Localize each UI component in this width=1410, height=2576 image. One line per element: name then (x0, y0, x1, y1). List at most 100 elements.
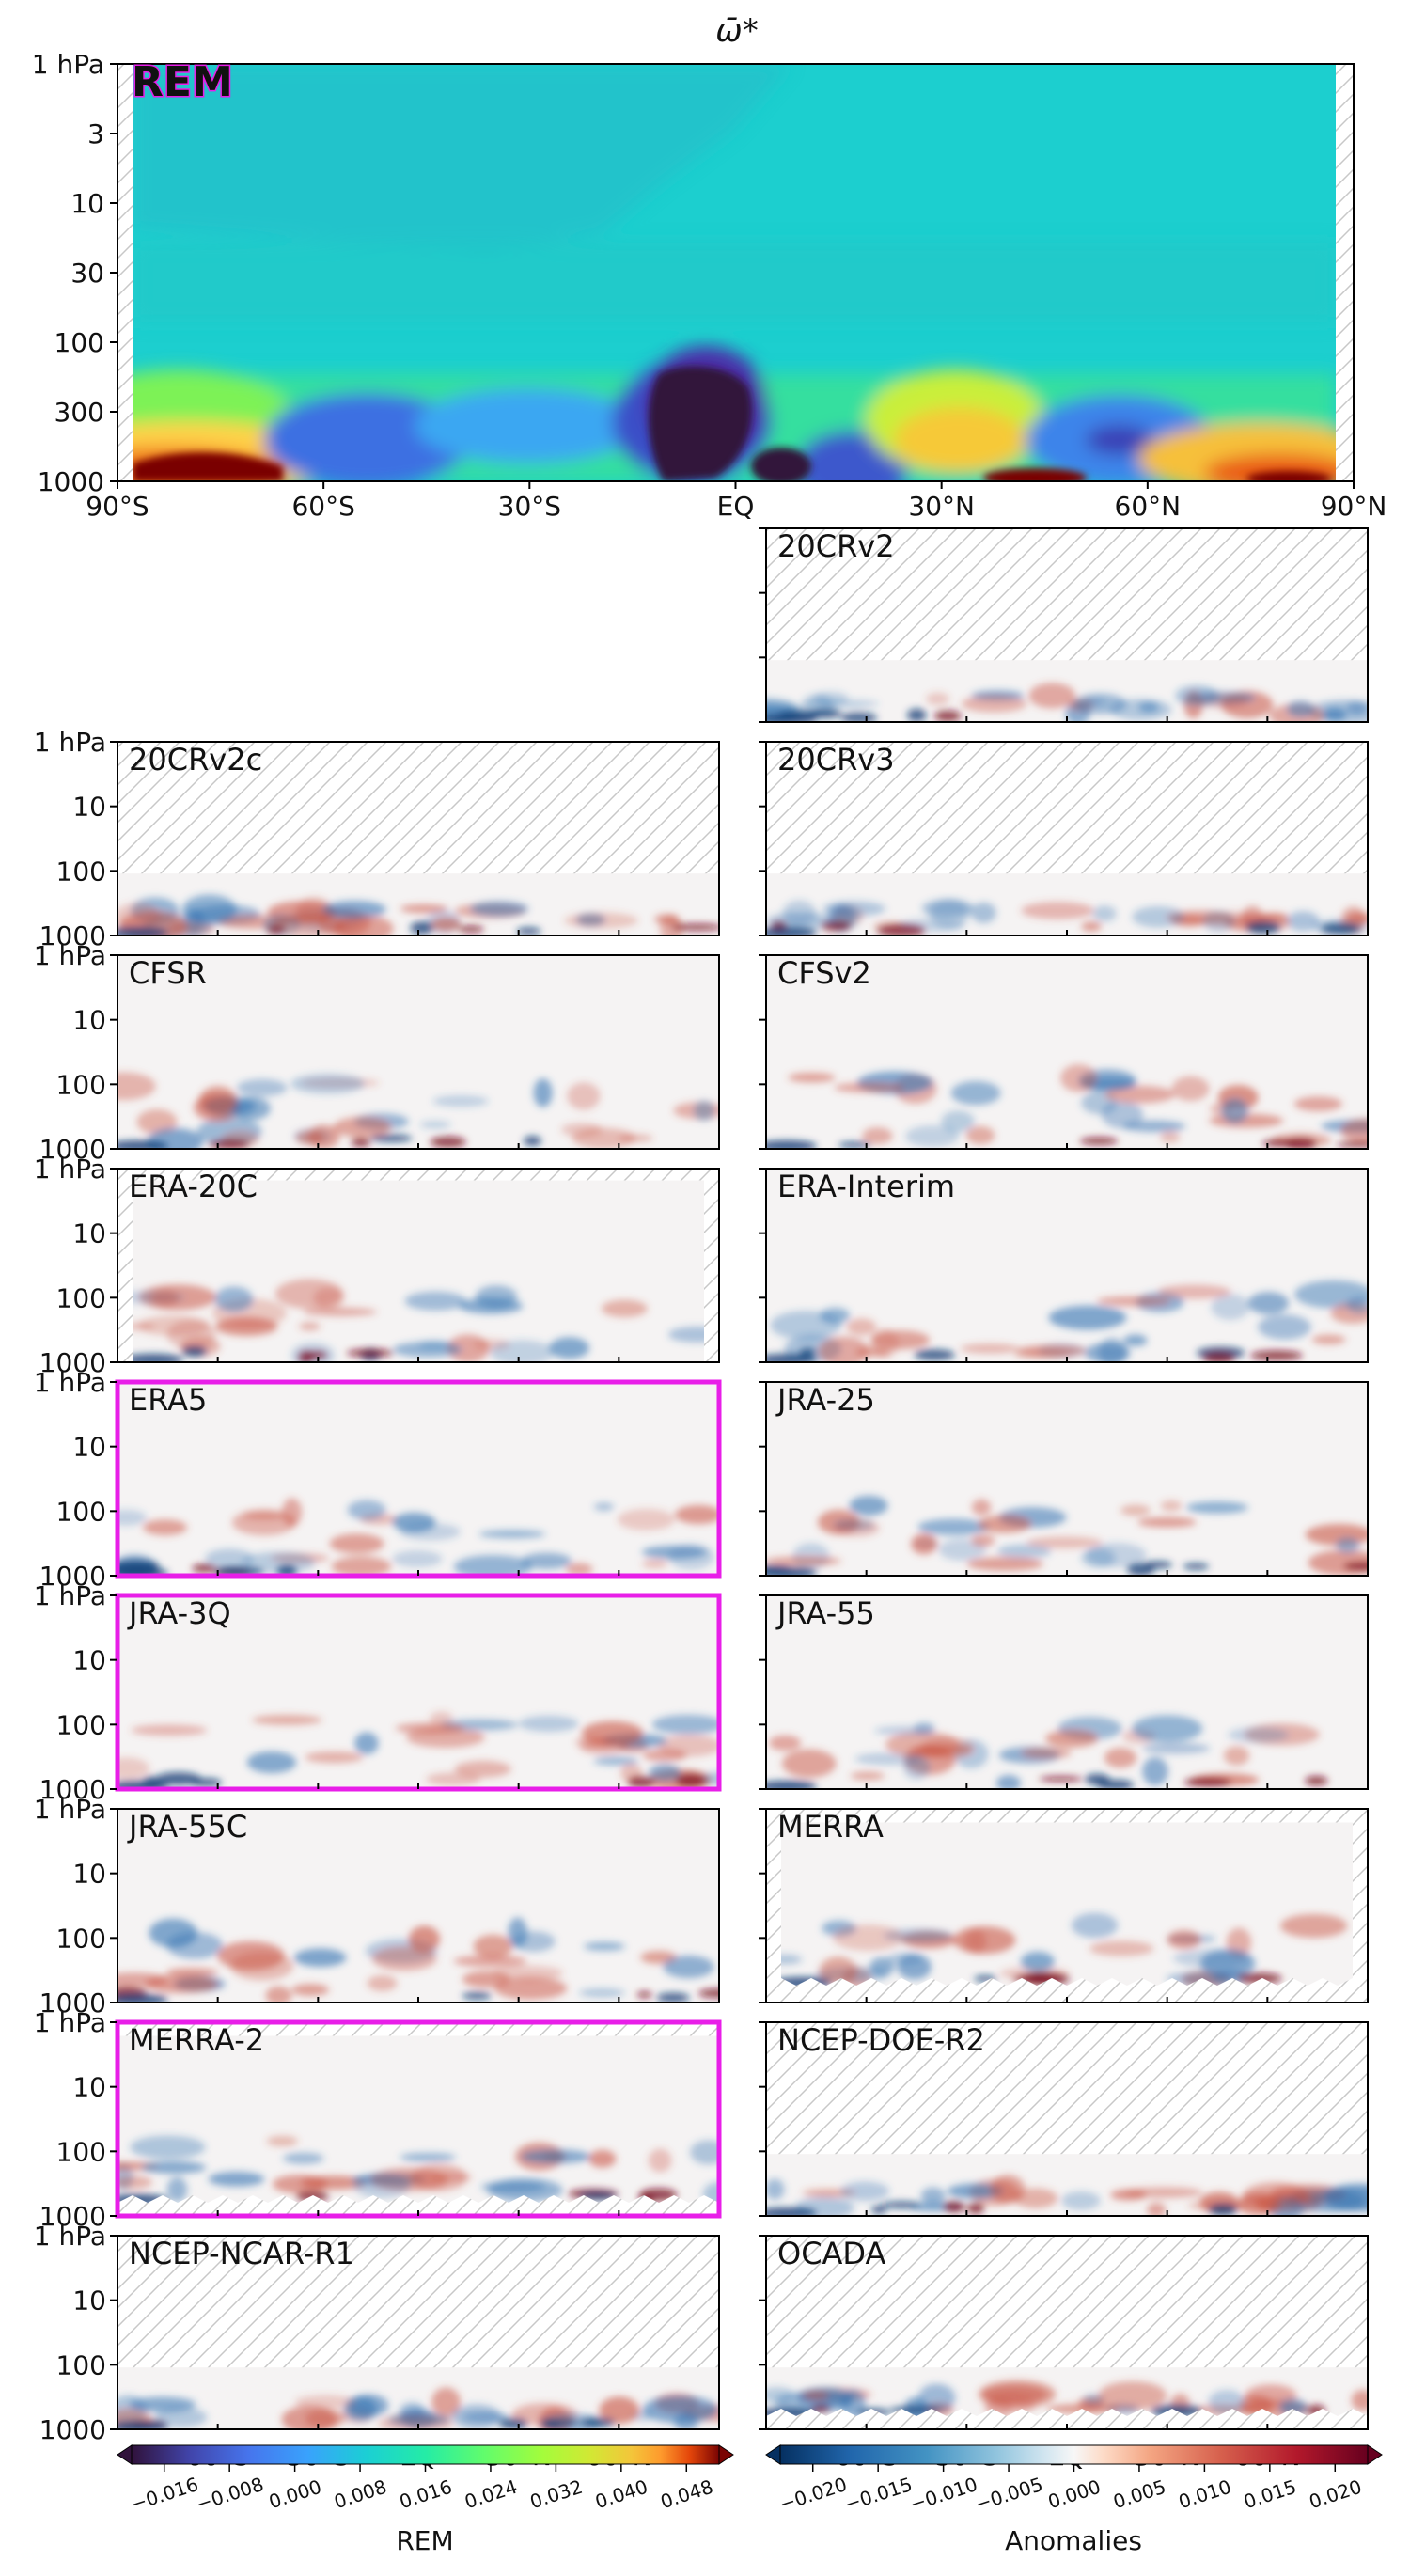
panel-y-tick-label: 1000 (39, 1347, 106, 1378)
main-y-tick-label: 300 (55, 397, 104, 428)
main-x-tick-label: 60°N (1115, 491, 1182, 522)
colorbar-tick-label: 0.008 (331, 2475, 389, 2514)
panel-y-tick-label: 1 hPa (34, 2007, 106, 2038)
panel-cfsv2: CFSv2 (759, 954, 1369, 1150)
panel-y-tick-label: 1000 (39, 1774, 106, 1805)
main-x-tick-label: 90°N (1321, 491, 1387, 522)
panel-y-tick-label: 1 hPa (34, 1580, 106, 1611)
panel-y-tick-label: 10 (72, 792, 106, 823)
panel-label: CFSR (129, 955, 207, 991)
panel-label: NCEP-DOE-R2 (777, 2022, 985, 2058)
panel-y-tick-label: 1 hPa (34, 940, 106, 971)
panel-y-tick-label: 10 (72, 1218, 106, 1249)
panel-y-tick-label: 100 (56, 1069, 106, 1100)
colorbar-tick-label: 0.000 (1045, 2475, 1104, 2514)
colorbar-tick-label: −0.005 (972, 2473, 1045, 2516)
colorbar-tick-label: 0.010 (1176, 2475, 1234, 2514)
panel-y-tick-label: 1 hPa (34, 1367, 106, 1398)
panel-y-tick-label: 1 hPa (34, 1794, 106, 1825)
panel-y-tick-label: 1000 (39, 1987, 106, 2018)
panel-jra-55: JRA-55 (759, 1594, 1369, 1790)
main-panel: REM 1 hPa 3 10 30 100 300 1000 90°S 60°S 30°S EQ 3… (32, 49, 1387, 522)
panel-label: JRA-25 (776, 1382, 875, 1418)
panel-label: 20CRv3 (777, 742, 895, 778)
colorbar-anomalies-label: Anomalies (1005, 2525, 1142, 2556)
main-x-tick-label: 30°N (908, 491, 975, 522)
panel-y-tick-label: 100 (56, 1923, 106, 1954)
colorbar-tick-label: 0.032 (527, 2475, 586, 2514)
panel-20crv2c: 20CRv2c 1 hPa 10 100 1000 (34, 727, 720, 951)
panel-y-tick-label: 1000 (39, 2201, 106, 2232)
panel-y-tick-label: 10 (72, 1432, 106, 1463)
panel-y-tick-label: 100 (56, 1709, 106, 1740)
colorbar-tick-label: 0.015 (1241, 2475, 1299, 2514)
panel-label: JRA-3Q (127, 1595, 231, 1631)
panel-y-tick-label: 1000 (39, 1134, 106, 1165)
colorbar-tick-label: 0.016 (397, 2475, 455, 2514)
colorbar-tick-label: 0.005 (1110, 2475, 1168, 2514)
panel-y-tick-label: 100 (56, 2136, 106, 2167)
panel-label: NCEP-NCAR-R1 (129, 2236, 354, 2271)
colorbar-rem-label: REM (396, 2525, 453, 2556)
main-x-ticks: 90°S 60°S 30°S EQ 30°N 60°N 90°N (86, 481, 1386, 522)
figure-title: ω̄* (715, 12, 758, 50)
panel-20crv2: 20CRv2 (759, 527, 1369, 723)
panel-y-tick-label: 10 (72, 2072, 106, 2103)
panel-jra-55c: JRA-55C 1 hPa 10 100 1000 (34, 1794, 720, 2018)
colorbar-tick-label: −0.016 (128, 2473, 201, 2516)
panel-ncep-doe-r2: NCEP-DOE-R2 (759, 2021, 1369, 2217)
colorbar-tick-label: 0.024 (462, 2475, 520, 2514)
panel-label: MERRA-2 (129, 2022, 264, 2058)
panel-y-tick-label: 1000 (39, 1561, 106, 1592)
panel-label: 20CRv2 (777, 528, 895, 564)
main-y-ticks: 1 hPa 3 10 30 100 300 1000 (32, 49, 118, 497)
panel-y-tick-label: 10 (72, 1859, 106, 1890)
panel-era-interim: ERA-Interim (759, 1168, 1369, 1363)
panel-y-tick-label: 1 hPa (34, 2221, 106, 2252)
panel-label: 20CRv2c (129, 742, 262, 778)
panel-y-tick-label: 1000 (39, 920, 106, 951)
panel-y-tick-label: 1 hPa (34, 1154, 106, 1185)
panel-era5: ERA5 1 hPa 10 100 1000 (34, 1367, 722, 1592)
colorbar-tick-label: −0.008 (194, 2473, 267, 2516)
panel-era-20c: ERA-20C 1 hPa 10 100 1000 (34, 1154, 720, 1378)
panel-jra-25: JRA-25 (759, 1381, 1369, 1577)
panel-label: ERA5 (129, 1382, 207, 1418)
panel-cfsr: CFSR 1 hPa 10 100 1000 (34, 940, 720, 1165)
panel-y-tick-label: 10 (72, 1005, 106, 1036)
reanalysis-panels: 20CRv2 20CRv2c 1 hPa 10 100 1000 20CRv3 CFSR 1 h… (34, 527, 1369, 2472)
main-y-tick-label: 100 (55, 327, 104, 358)
panel-y-tick-label: 100 (56, 2349, 106, 2380)
main-y-tick-label: 1000 (38, 466, 104, 497)
panel-y-tick-label: 100 (56, 1282, 106, 1313)
panel-ncep-ncar-r1: NCEP-NCAR-R11 hPa10100100060°S30°SEQ30°N… (34, 2221, 720, 2472)
panel-y-tick-label: 10 (72, 1645, 106, 1676)
colorbar-anomalies: −0.020−0.015−0.010−0.005 0.000 0.005 0.010 0… (765, 2444, 1383, 2556)
panel-label: CFSv2 (777, 955, 871, 991)
panel-y-tick-label: 1000 (39, 2414, 106, 2445)
panel-y-tick-label: 100 (56, 856, 106, 887)
main-x-tick-label: 30°S (498, 491, 561, 522)
main-y-tick-label: 1 hPa (32, 49, 104, 80)
panel-jra-3q: JRA-3Q 1 hPa 10 100 1000 (34, 1580, 722, 1805)
panel-merra-2: MERRA-2 1 hPa 10 100 1000 (34, 2007, 722, 2232)
panel-label: JRA-55C (127, 1809, 247, 1845)
main-x-tick-label: 60°S (291, 491, 354, 522)
colorbar-rem: −0.016−0.008 0.000 0.008 0.016 0.024 0.032 0.0… (117, 2444, 734, 2556)
panel-y-tick-label: 100 (56, 1496, 106, 1527)
main-y-tick-label: 3 (87, 118, 104, 149)
colorbar-tick-label: 0.048 (658, 2475, 716, 2514)
colorbar-tick-label: 0.020 (1307, 2475, 1365, 2514)
colorbar-tick-label: −0.020 (776, 2473, 850, 2516)
panel-label: ERA-Interim (777, 1169, 955, 1204)
panel-label: JRA-55 (776, 1595, 875, 1631)
colorbar-tick-label: 0.040 (592, 2475, 650, 2514)
panel-label: ERA-20C (129, 1169, 258, 1204)
colorbar-tick-label: 0.000 (266, 2475, 324, 2514)
main-panel-label: REM (132, 58, 233, 106)
main-x-tick-label: 90°S (86, 491, 149, 522)
main-y-tick-label: 10 (70, 188, 104, 219)
main-x-tick-label: EQ (717, 491, 755, 522)
